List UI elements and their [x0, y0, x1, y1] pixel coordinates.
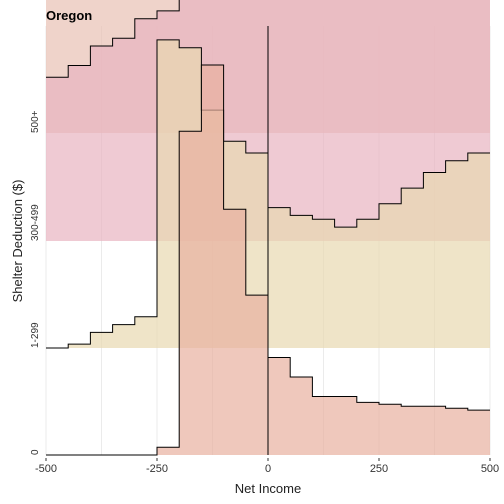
y-axis-title: Shelter Deduction ($) — [10, 180, 25, 303]
ridge-outline-0 — [46, 64, 490, 456]
chart-title: Oregon — [46, 8, 92, 23]
x-tick-label: -250 — [146, 463, 168, 475]
x-tick-label: 500 — [481, 463, 499, 475]
y-tick-label: 0 — [30, 449, 41, 455]
y-tick-label: 300-499 — [30, 204, 41, 241]
y-tick-label: 500+ — [30, 110, 41, 133]
ridge-outline-300-499 — [46, 0, 180, 78]
x-tick-label: -500 — [35, 463, 57, 475]
y-axis: 0 1-299 300-499 500+ — [30, 110, 41, 455]
x-axis-title: Net Income — [235, 481, 301, 496]
x-tick-label: 0 — [265, 463, 271, 475]
y-tick-label: 1-299 — [30, 322, 41, 348]
x-axis: -500 -250 0 250 500 — [35, 458, 499, 475]
x-tick-label: 250 — [370, 463, 388, 475]
